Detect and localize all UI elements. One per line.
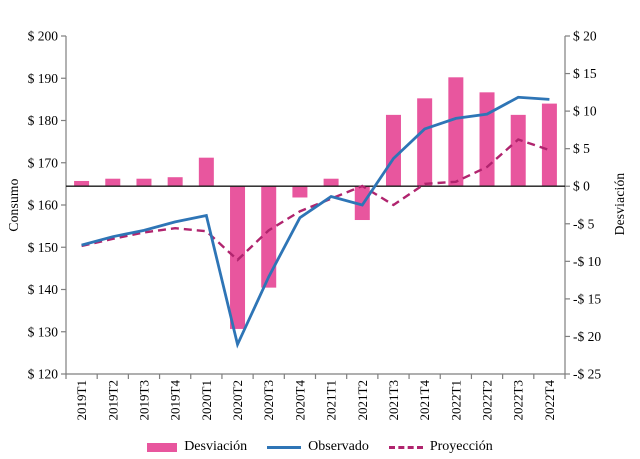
desviacion-bar-2019T4 bbox=[167, 177, 183, 187]
right-axis-tick-label: -$ 15 bbox=[573, 291, 601, 306]
right-axis-tick-label: $ 5 bbox=[573, 141, 590, 156]
desviacion-bar-2020T2 bbox=[230, 186, 246, 329]
left-axis-tick-label: $ 160 bbox=[28, 198, 59, 213]
x-axis-label-2020T4: 2020T4 bbox=[292, 380, 307, 421]
desviacion-bar-2020T3 bbox=[261, 186, 277, 288]
legend-label-observado: Observado bbox=[308, 439, 369, 454]
observado-line bbox=[81, 95, 550, 349]
x-axis-label-2021T1: 2021T1 bbox=[324, 380, 339, 420]
x-axis-label-2019T2: 2019T2 bbox=[105, 380, 120, 420]
desviacion-bar-2019T1 bbox=[74, 180, 90, 187]
left-axis-tick-label: $ 170 bbox=[28, 155, 59, 170]
desviacion-bar-2021T3 bbox=[385, 114, 401, 187]
x-axis-label-2021T4: 2021T4 bbox=[417, 380, 432, 421]
legend-label-desviacion: Desviación bbox=[184, 439, 248, 454]
left-axis-title: Consumo bbox=[6, 178, 21, 232]
desviacion-bar-2022T2 bbox=[479, 92, 495, 187]
legend-item-observado: Observado bbox=[267, 439, 369, 455]
right-axis-tick-label: $ 0 bbox=[573, 179, 590, 194]
left-axis-tick-label: $ 200 bbox=[28, 29, 59, 44]
x-axis-label-2019T3: 2019T3 bbox=[136, 380, 151, 420]
x-axis-label-2021T2: 2021T2 bbox=[355, 380, 370, 420]
x-axis-label-2022T4: 2022T4 bbox=[542, 380, 557, 421]
proyeccion-dash-icon bbox=[388, 445, 423, 449]
observado-line-icon bbox=[267, 445, 302, 449]
left-axis-tick-label: $ 130 bbox=[28, 324, 59, 339]
left-axis-tick-label: $ 190 bbox=[28, 71, 59, 86]
right-axis-tick-label: $ 10 bbox=[573, 104, 597, 119]
left-axis-tick-label: $ 120 bbox=[28, 367, 59, 382]
x-axis-label-2021T3: 2021T3 bbox=[386, 380, 401, 420]
right-axis-tick-label: -$ 5 bbox=[573, 216, 595, 231]
x-axis-label-2020T2: 2020T2 bbox=[230, 380, 245, 420]
x-axis-label-2022T1: 2022T1 bbox=[448, 380, 463, 420]
left-axis-tick-label: $ 180 bbox=[28, 113, 59, 128]
desviacion-bar-2021T1 bbox=[323, 178, 339, 187]
right-axis-tick-label: -$ 10 bbox=[573, 254, 601, 269]
desviacion-bar-2022T3 bbox=[510, 114, 526, 187]
desviacion-bar-2021T4 bbox=[417, 98, 433, 187]
right-axis-tick-label: -$ 25 bbox=[573, 367, 601, 382]
x-axis-label-2020T3: 2020T3 bbox=[261, 380, 276, 420]
x-axis-label-2019T4: 2019T4 bbox=[168, 380, 183, 421]
left-axis-tick-label: $ 150 bbox=[28, 240, 59, 255]
legend: Desviación Observado Proyección bbox=[0, 437, 640, 457]
x-axis-label-2022T2: 2022T2 bbox=[480, 380, 495, 420]
x-axis-label-2020T1: 2020T1 bbox=[199, 380, 214, 420]
desviacion-bar-2022T4 bbox=[541, 103, 557, 187]
proyeccion-line bbox=[81, 138, 550, 262]
right-axis-title: Desviación bbox=[612, 172, 627, 236]
legend-item-proyeccion: Proyección bbox=[388, 439, 493, 455]
desviacion-bar-2019T2 bbox=[105, 178, 121, 187]
desviacion-bar-2022T1 bbox=[448, 77, 464, 187]
right-axis-tick-label: -$ 20 bbox=[573, 329, 601, 344]
right-axis-tick-label: $ 15 bbox=[573, 66, 597, 81]
x-axis-label-2022T3: 2022T3 bbox=[511, 380, 526, 420]
desviacion-bar-2020T4 bbox=[292, 186, 308, 198]
legend-item-desviacion: Desviación bbox=[147, 439, 247, 455]
legend-label-proyeccion: Proyección bbox=[429, 439, 493, 454]
right-axis-tick-label: $ 20 bbox=[573, 29, 597, 44]
x-axis-label-2019T1: 2019T1 bbox=[74, 380, 89, 420]
desviacion-bar-2020T1 bbox=[198, 157, 214, 187]
left-axis-tick-label: $ 140 bbox=[28, 282, 59, 297]
desviacion-bar-2019T3 bbox=[136, 178, 152, 187]
desviacion-swatch-icon bbox=[147, 442, 178, 452]
